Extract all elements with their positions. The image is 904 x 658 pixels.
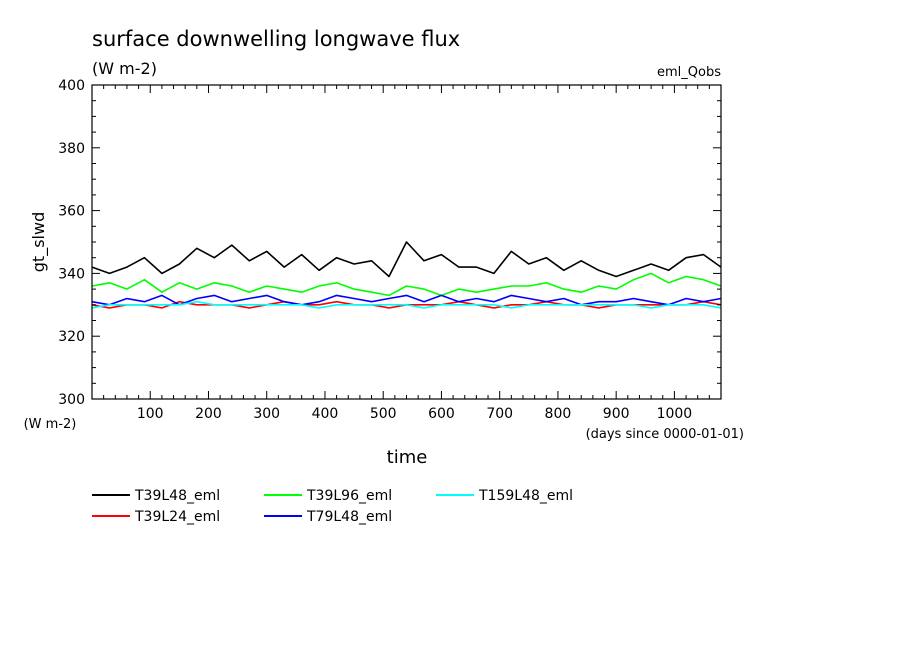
x-tick-label: 600	[428, 406, 455, 422]
experiment-label: eml_Qobs	[657, 65, 721, 80]
y-tick-label: 340	[58, 266, 85, 282]
x-tick-label: 700	[486, 406, 513, 422]
series-line-T39L96_eml	[91, 272, 722, 297]
series-line-T79L48_eml	[91, 294, 722, 306]
y-tick-label: 380	[58, 141, 85, 157]
y-tick-label: 400	[58, 78, 85, 94]
series-line-T159L48_eml	[91, 300, 722, 309]
series-line-T39L48_eml	[91, 241, 722, 278]
y-tick-label: 300	[58, 392, 85, 408]
legend-label: T39L96_eml	[306, 488, 392, 504]
legend-label: T159L48_eml	[478, 488, 573, 504]
x-tick-label: 800	[545, 406, 572, 422]
y-axis-units: (W m-2)	[24, 417, 77, 432]
axes-layer: 300 320 340 360 380 400 100 200 300 400 500 600 700 8…	[58, 78, 722, 422]
y-tick-label: 360	[58, 204, 85, 220]
x-axis-units: (days since 0000-01-01)	[586, 427, 744, 442]
chart-units: (W m-2)	[92, 59, 157, 78]
legend-label: T79L48_eml	[306, 509, 392, 525]
x-tick-label: 300	[253, 406, 280, 422]
x-tick-label: 100	[137, 406, 164, 422]
legend-label: T39L24_eml	[134, 509, 220, 525]
chart-title: surface downwelling longwave flux	[92, 27, 460, 51]
x-tick-label: 200	[195, 406, 222, 422]
y-tick-label: 320	[58, 329, 85, 345]
legend-label: T39L48_eml	[134, 488, 220, 504]
y-axis-label: gt_slwd	[29, 212, 49, 272]
x-tick-label: 400	[312, 406, 339, 422]
legend: T39L48_eml T39L24_eml T39L96_eml T79L48_eml…	[92, 488, 573, 525]
series-layer	[91, 241, 722, 309]
x-axis-label: time	[387, 447, 428, 468]
x-tick-label: 1000	[657, 406, 693, 422]
x-tick-label: 900	[603, 406, 630, 422]
x-tick-label: 500	[370, 406, 397, 422]
